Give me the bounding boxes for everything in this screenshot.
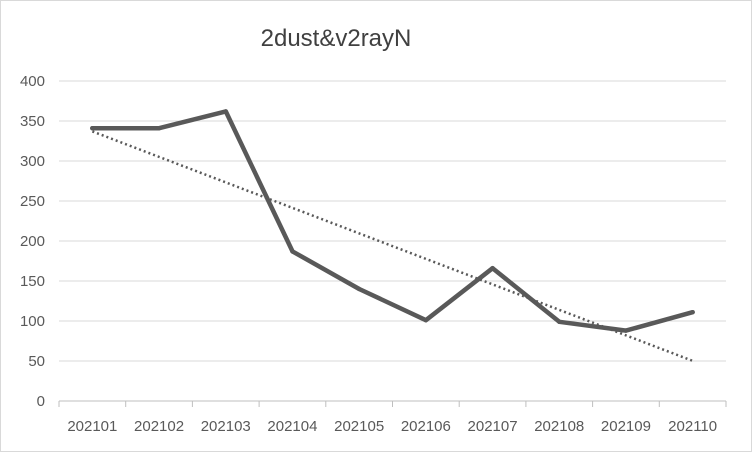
data-point: [557, 319, 562, 324]
y-tick-label: 250: [20, 193, 45, 210]
y-tick-label: 300: [20, 153, 45, 170]
trendline: [91, 130, 694, 363]
data-point: [290, 249, 295, 254]
x-tick-label: 202106: [401, 418, 451, 435]
x-tick-label: 202105: [334, 418, 384, 435]
data-point: [356, 286, 362, 292]
x-tick-label: 202110: [668, 418, 717, 435]
data-point: [90, 126, 95, 131]
y-tick-label: 50: [28, 353, 45, 370]
data-point: [623, 328, 629, 333]
x-tick-label: 202101: [67, 418, 117, 435]
data-point: [690, 310, 695, 315]
y-tick-label: 400: [20, 73, 45, 90]
y-tick-label: 100: [20, 313, 45, 330]
data-point: [423, 318, 429, 323]
x-tick-label: 202107: [468, 418, 518, 435]
x-tick-label: 202104: [267, 418, 317, 435]
x-tick-label: 202109: [601, 418, 651, 435]
series-line: [90, 109, 695, 333]
chart-title: 2dust&v2rayN: [260, 25, 412, 52]
y-tick-label: 200: [20, 233, 45, 250]
data-point: [490, 266, 495, 271]
y-tick-label: 150: [20, 273, 45, 290]
y-tick-label: 350: [20, 113, 45, 130]
x-tick-label: 202102: [134, 418, 184, 435]
data-point: [156, 126, 162, 131]
x-tick-label: 202108: [534, 418, 584, 435]
data-point: [223, 109, 228, 114]
y-tick-label: 0: [37, 393, 45, 410]
x-tick-label: 202103: [201, 418, 251, 435]
